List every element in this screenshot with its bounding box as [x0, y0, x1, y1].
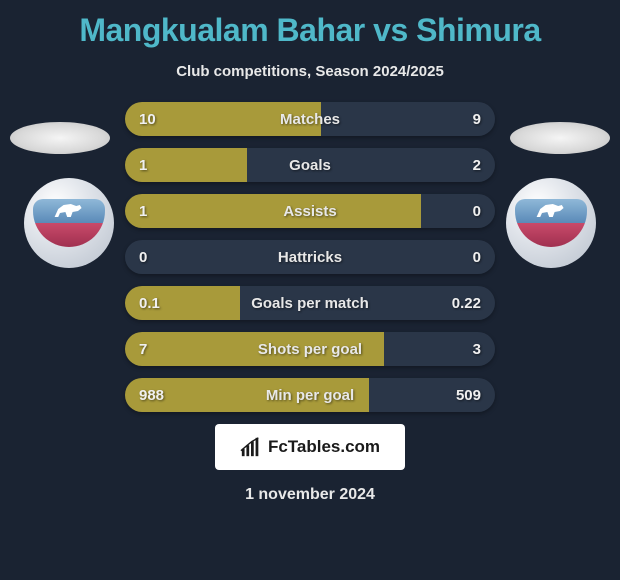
stat-bar-right: 3 [384, 332, 495, 366]
stat-row: 73Shots per goal [125, 332, 495, 366]
stat-bar-left: 10 [125, 102, 321, 136]
stat-bar-right: 9 [321, 102, 495, 136]
stat-row: 988509Min per goal [125, 378, 495, 412]
stat-bar-right: 0.22 [240, 286, 495, 320]
stat-value-right: 0.22 [452, 295, 481, 312]
stat-row: 12Goals [125, 148, 495, 182]
stat-value-right: 3 [473, 341, 481, 358]
stat-value-left: 1 [139, 157, 147, 174]
stat-value-right: 0 [473, 249, 481, 266]
stat-value-left: 0 [139, 249, 147, 266]
stat-bar-left: 7 [125, 332, 384, 366]
country-flag-right [510, 122, 610, 154]
stat-value-left: 0.1 [139, 295, 160, 312]
team-badge-right [506, 178, 596, 268]
stat-value-right: 2 [473, 157, 481, 174]
stat-value-right: 509 [456, 387, 481, 404]
stat-bar-right: 2 [247, 148, 495, 182]
stat-value-left: 1 [139, 203, 147, 220]
stat-row: 10Assists [125, 194, 495, 228]
stat-value-right: 9 [473, 111, 481, 128]
stat-value-left: 7 [139, 341, 147, 358]
stat-value-left: 988 [139, 387, 164, 404]
stat-value-right: 0 [473, 203, 481, 220]
fctables-logo: FcTables.com [215, 424, 405, 470]
date-text: 1 november 2024 [0, 486, 620, 504]
stat-bar-left: 1 [125, 148, 247, 182]
team-badge-left [24, 178, 114, 268]
country-flag-left [10, 122, 110, 154]
stat-row: 0.10.22Goals per match [125, 286, 495, 320]
stat-bar-left: 0.1 [125, 286, 240, 320]
stat-bar-right: 0 [421, 194, 495, 228]
stats-bars: 109Matches12Goals10Assists00Hattricks0.1… [125, 102, 495, 412]
stat-value-left: 10 [139, 111, 156, 128]
page-title: Mangkualam Bahar vs Shimura [0, 0, 620, 49]
page-subtitle: Club competitions, Season 2024/2025 [0, 63, 620, 80]
stat-bar-right: 0 [310, 240, 495, 274]
stat-bar-right: 509 [369, 378, 495, 412]
stat-row: 00Hattricks [125, 240, 495, 274]
stat-bar-left: 1 [125, 194, 421, 228]
logo-text: FcTables.com [268, 437, 380, 457]
chart-icon [240, 436, 262, 458]
stat-row: 109Matches [125, 102, 495, 136]
stat-bar-left: 0 [125, 240, 310, 274]
stat-bar-left: 988 [125, 378, 369, 412]
